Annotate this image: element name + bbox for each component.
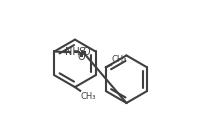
Text: O: O bbox=[83, 47, 90, 57]
Text: S: S bbox=[78, 47, 85, 57]
Text: NH: NH bbox=[66, 47, 80, 57]
Text: O: O bbox=[78, 52, 85, 62]
Text: CH₃: CH₃ bbox=[80, 92, 96, 101]
Text: CH₃: CH₃ bbox=[111, 55, 127, 64]
